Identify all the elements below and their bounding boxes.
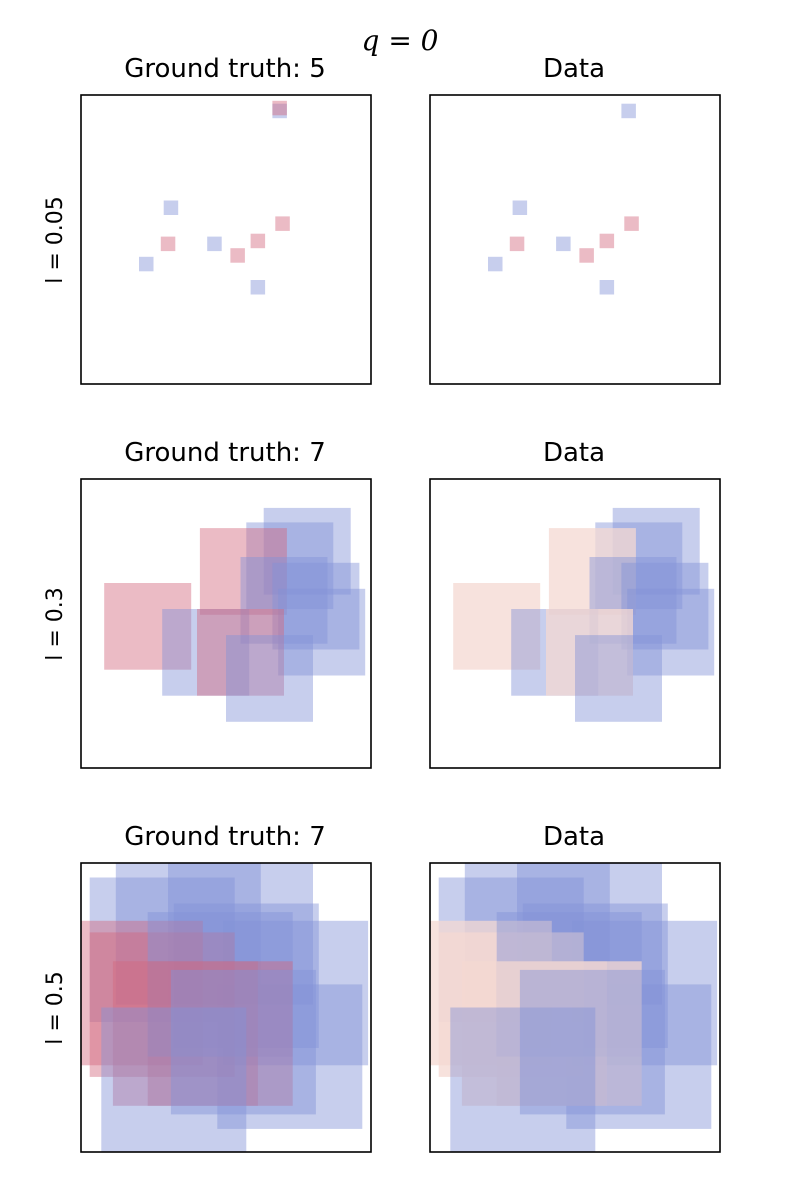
square-0-data-5 [556, 236, 571, 252]
square-0-data-3 [624, 216, 639, 231]
square-0-gt-2 [163, 200, 179, 215]
square-0-gt-9 [250, 280, 266, 295]
square-2-data-12 [450, 1007, 596, 1152]
square-0-gt-8 [139, 256, 154, 272]
square-2-gt-0 [168, 863, 313, 1005]
row-2: l = 0.5 Ground truth: 7 Data [43, 822, 721, 1153]
square-0-data-8 [488, 256, 503, 272]
square-2-gt-1 [173, 903, 319, 1048]
square-0-data-4 [509, 236, 525, 252]
square-0-data-9 [599, 280, 615, 295]
squares-1-data [453, 507, 715, 722]
panel-frame-2-data [429, 862, 721, 1153]
square-2-gt-6 [81, 920, 203, 1066]
square-2-gt-12 [101, 1007, 247, 1152]
square-2-gt-8 [112, 961, 258, 1106]
panel-title-data-2: Data [543, 822, 605, 852]
panel-frame-1-data [429, 478, 721, 769]
panel-data-0 [429, 94, 721, 385]
square-2-gt-5 [217, 984, 363, 1129]
square-1-data-4 [621, 562, 709, 650]
panel-data-1 [429, 478, 721, 769]
square-0-data-0 [621, 103, 636, 119]
square-0-gt-6 [250, 233, 266, 249]
panel-gt-0 [80, 94, 372, 385]
square-0-data-7 [579, 248, 594, 263]
panel-title-gt-2: Ground truth: 7 [124, 822, 326, 852]
squares-1-gt [104, 507, 366, 722]
square-1-gt-7 [162, 609, 250, 696]
square-0-data-2 [512, 200, 528, 215]
row-1: l = 0.3 Ground truth: 7 Data [43, 438, 721, 769]
panel-title-data-1: Data [543, 438, 605, 468]
suptitle: q = 0 [362, 24, 439, 57]
square-1-data-2 [548, 528, 636, 615]
panel-title-gt-1: Ground truth: 7 [124, 438, 326, 468]
square-2-gt-11 [170, 969, 316, 1115]
square-0-gt-5 [207, 236, 222, 252]
panel-gt-1 [80, 478, 372, 769]
squares-0-data [488, 103, 639, 295]
square-0-data-6 [599, 233, 615, 249]
panel-frame-0-gt [80, 94, 372, 385]
panel-data-2 [429, 862, 721, 1153]
square-2-data-11 [519, 969, 665, 1115]
panel-frame-2-gt [80, 862, 372, 1153]
row-0: l = 0.05 Ground truth: 5 Data [43, 54, 721, 385]
square-0-gt-0 [272, 103, 287, 119]
square-1-gt-1 [246, 522, 334, 610]
panel-title-gt-0: Ground truth: 5 [124, 54, 326, 84]
square-1-data-8 [546, 609, 633, 696]
panel-frame-1-gt [80, 478, 372, 769]
square-1-gt-8 [197, 609, 284, 696]
square-2-data-10 [496, 961, 642, 1106]
square-2-gt-9 [147, 912, 293, 1057]
row-label-1: l = 0.3 [43, 587, 68, 661]
panel-gt-2 [80, 862, 372, 1153]
row-label-0: l = 0.05 [43, 196, 68, 284]
squares-2-gt [81, 863, 369, 1152]
square-1-gt-5 [104, 583, 192, 670]
square-1-gt-4 [272, 562, 360, 650]
square-1-gt-6 [278, 588, 366, 676]
square-2-gt-2 [223, 920, 369, 1066]
square-1-data-5 [453, 583, 541, 670]
square-2-gt-3 [89, 877, 235, 1022]
squares-0-gt [139, 100, 290, 295]
square-0-gt-1 [272, 100, 287, 116]
square-1-gt-0 [263, 507, 351, 595]
panel-title-data-0: Data [543, 54, 605, 84]
square-2-gt-7 [89, 932, 235, 1077]
row-label-2: l = 0.5 [43, 971, 68, 1045]
squares-2-data [430, 863, 718, 1152]
square-1-gt-9 [226, 635, 313, 722]
square-0-gt-7 [230, 248, 245, 263]
panel-frame-0-data [429, 94, 721, 385]
square-2-gt-10 [147, 961, 293, 1106]
square-1-data-6 [627, 588, 715, 676]
square-0-gt-4 [160, 236, 176, 252]
square-2-gt-4 [115, 863, 261, 1005]
square-0-gt-3 [275, 216, 290, 231]
square-1-gt-2 [199, 528, 287, 615]
square-1-data-9 [575, 635, 662, 722]
square-1-gt-3 [240, 557, 328, 644]
